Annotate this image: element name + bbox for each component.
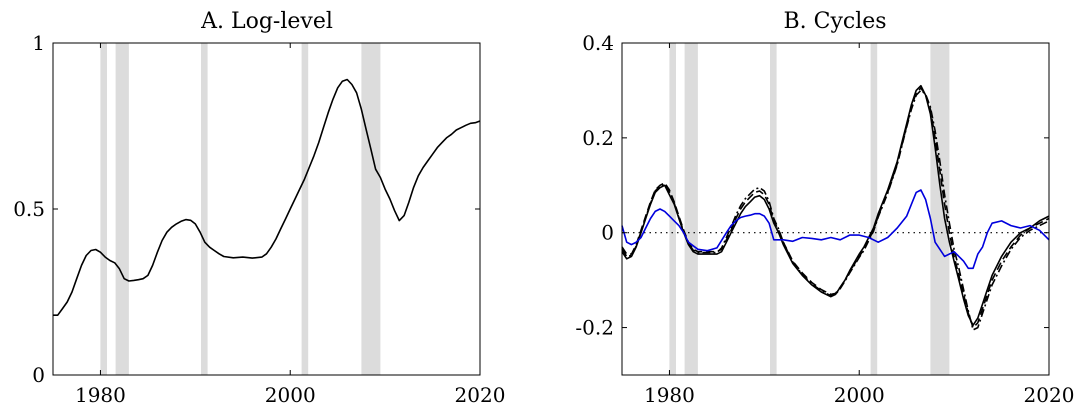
y-tick-label: 0.4: [582, 31, 614, 55]
series-line-3: [621, 89, 1050, 331]
x-tick-label: 2020: [1024, 383, 1075, 407]
y-tick-label: 0.2: [582, 126, 614, 150]
recession-band: [100, 43, 107, 375]
y-tick-label: 0: [32, 363, 45, 387]
y-tick-label: 0.5: [13, 197, 45, 221]
x-tick-label: 2000: [834, 383, 885, 407]
recession-band: [870, 43, 878, 375]
recession-band: [201, 43, 208, 375]
series-line-2: [621, 87, 1050, 329]
y-tick-label: 0: [601, 221, 614, 245]
panel-b-axes-box: [621, 42, 1050, 376]
x-tick-label: 1980: [75, 383, 126, 407]
recession-band: [669, 43, 676, 375]
x-tick-label: 2000: [265, 383, 316, 407]
recession-band: [115, 43, 129, 375]
y-tick-label: -0.2: [575, 316, 614, 340]
recession-band: [930, 43, 950, 375]
recession-band: [770, 43, 777, 375]
series-line-1: [53, 78, 481, 317]
recession-band: [684, 43, 698, 375]
x-tick-label: 1980: [644, 383, 695, 407]
series-line-4: [621, 189, 1050, 270]
recession-band: [301, 43, 309, 375]
panel-log-level: A. Log-level 1980 2000 2020 0 0.5 1: [13, 9, 505, 407]
panel-a-title: A. Log-level: [200, 9, 333, 34]
recession-band: [361, 43, 381, 375]
y-tick-label: 1: [32, 31, 45, 55]
panel-b-title: B. Cycles: [783, 9, 886, 34]
panel-cycles: B. Cycles 1980 2000 2020 -0.2 0 0.2 0.4: [575, 9, 1074, 407]
x-tick-label: 2020: [455, 383, 506, 407]
